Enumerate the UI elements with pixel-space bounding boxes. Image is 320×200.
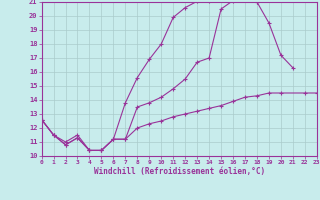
X-axis label: Windchill (Refroidissement éolien,°C): Windchill (Refroidissement éolien,°C) [94,167,265,176]
